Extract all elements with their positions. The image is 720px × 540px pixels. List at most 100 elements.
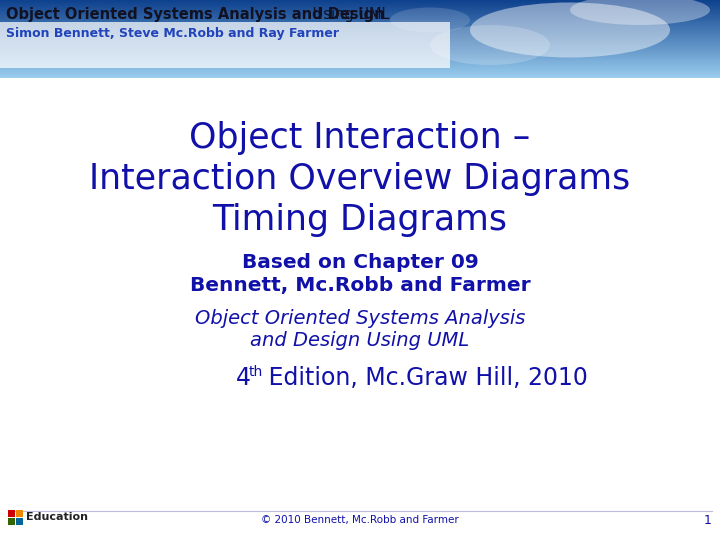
Bar [0, 1, 720, 2]
Bar [0, 51, 720, 52]
Bar [0, 33, 720, 35]
Bar [0, 31, 720, 32]
Bar [0, 25, 720, 26]
Bar [0, 18, 720, 19]
Bar [0, 73, 720, 75]
Bar [0, 46, 720, 48]
Bar [0, 72, 720, 74]
Text: Timing Diagrams: Timing Diagrams [212, 203, 508, 237]
Bar [0, 12, 720, 14]
Ellipse shape [430, 25, 550, 65]
Bar [0, 28, 720, 29]
Bar [0, 67, 720, 68]
Text: Based on Chapter 09: Based on Chapter 09 [242, 253, 478, 272]
Bar [0, 53, 720, 55]
Bar [0, 9, 720, 11]
Bar [0, 15, 720, 17]
Bar [0, 48, 720, 50]
Bar [0, 40, 720, 42]
Bar [0, 21, 720, 23]
Bar [0, 69, 720, 70]
Bar [0, 70, 720, 71]
Text: and Design Using UML: and Design Using UML [251, 332, 469, 350]
Text: Education: Education [26, 512, 88, 522]
Bar [0, 32, 720, 33]
Bar [0, 72, 720, 73]
Bar [0, 50, 720, 52]
Text: Object Interaction –: Object Interaction – [189, 121, 531, 155]
Bar [0, 64, 720, 65]
Bar [0, 58, 720, 59]
Bar [0, 54, 720, 56]
Bar [0, 24, 720, 25]
Bar [0, 66, 720, 68]
Bar [0, 30, 720, 31]
Bar [0, 37, 720, 38]
Bar [0, 13, 720, 15]
Bar [0, 39, 720, 41]
Bar [0, 0, 720, 1]
Ellipse shape [570, 0, 710, 25]
Bar [0, 35, 720, 36]
Bar [16, 510, 23, 517]
Bar [0, 48, 720, 49]
Ellipse shape [390, 8, 470, 32]
Bar [0, 29, 720, 30]
Bar [0, 2, 720, 4]
Text: Bennett, Mc.Robb and Farmer: Bennett, Mc.Robb and Farmer [189, 276, 531, 295]
Bar [0, 4, 720, 6]
Bar [16, 518, 23, 525]
Bar [8, 518, 15, 525]
Bar [0, 49, 720, 51]
Text: 4: 4 [236, 366, 251, 390]
Text: Using UML: Using UML [308, 6, 390, 22]
Text: Interaction Overview Diagrams: Interaction Overview Diagrams [89, 162, 631, 196]
Bar [0, 55, 720, 57]
Bar [0, 59, 720, 60]
Bar [0, 76, 720, 77]
Bar [0, 22, 720, 23]
Bar [0, 14, 720, 16]
Bar [0, 71, 720, 72]
Bar [0, 65, 720, 66]
Bar [0, 22, 450, 68]
Bar [0, 16, 720, 17]
Bar [0, 5, 720, 7]
Bar [0, 32, 720, 34]
Bar [0, 36, 720, 37]
Text: Object Oriented Systems Analysis and Design: Object Oriented Systems Analysis and Des… [6, 6, 384, 22]
Bar [0, 62, 720, 63]
Bar [0, 6, 720, 8]
Bar [0, 43, 720, 45]
Bar [0, 19, 720, 21]
Bar [0, 37, 720, 39]
Bar [0, 23, 720, 24]
Text: 1: 1 [704, 514, 712, 526]
Bar [0, 60, 720, 62]
Bar [0, 11, 720, 12]
Text: Simon Bennett, Steve Mc.Robb and Ray Farmer: Simon Bennett, Steve Mc.Robb and Ray Far… [6, 26, 339, 39]
Bar [0, 26, 720, 28]
Bar [0, 56, 720, 58]
Ellipse shape [470, 3, 670, 57]
Bar [0, 63, 720, 64]
Bar [0, 61, 720, 63]
Text: Object Oriented Systems Analysis: Object Oriented Systems Analysis [195, 309, 525, 328]
Bar [0, 77, 720, 78]
Text: th: th [249, 365, 264, 379]
Bar [0, 10, 720, 12]
Bar [0, 38, 720, 40]
Bar [0, 57, 720, 58]
Bar [0, 75, 720, 76]
Bar [0, 2, 720, 3]
Bar [0, 43, 720, 44]
Bar [0, 20, 720, 22]
Bar [0, 42, 720, 43]
Bar [0, 8, 720, 9]
Bar [0, 52, 720, 53]
Bar [0, 68, 720, 69]
Bar [0, 27, 720, 28]
Bar [0, 17, 720, 18]
Bar [8, 510, 15, 517]
Bar [0, 8, 720, 10]
